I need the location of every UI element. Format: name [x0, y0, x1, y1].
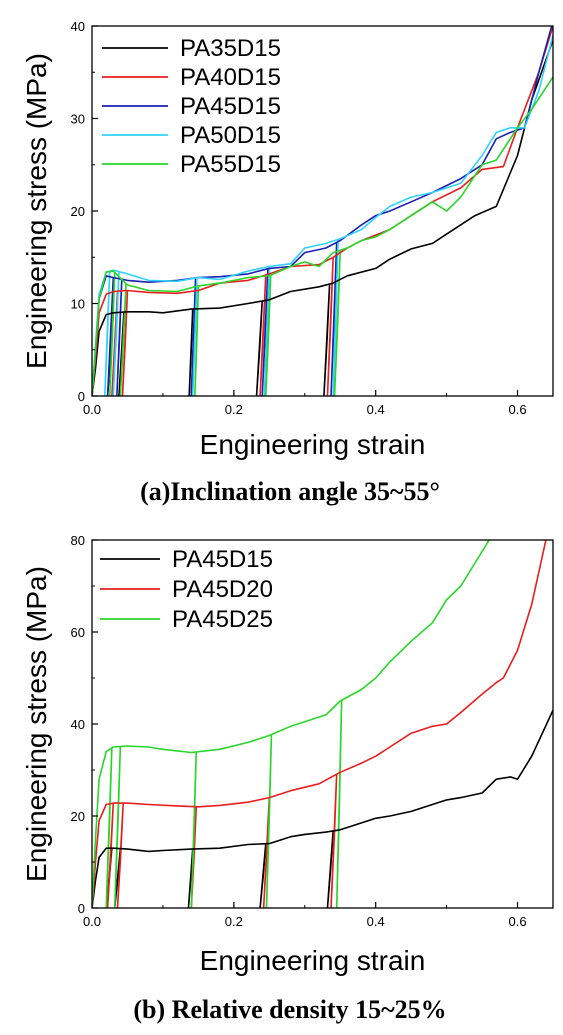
series-line-pa35d15	[92, 39, 553, 396]
unload-reload-pa45d25-3	[190, 751, 198, 908]
x-axis-title-b: Engineering strain	[200, 945, 426, 976]
x-tick-label-b-0: 0.0	[83, 914, 101, 929]
unload-reload-pa55d15-1	[108, 272, 116, 396]
unload-reload-pa55d15-4	[264, 275, 272, 396]
caption-a: (a)Inclination angle 35~55°	[140, 477, 440, 506]
y-axis-title-a: Engineering stress (MPa)	[21, 53, 52, 369]
unload-reload-pa45d15-4	[259, 843, 267, 908]
unload-reload-pa40d15-2	[121, 290, 129, 396]
unload-reload-pa35d15-5	[323, 284, 331, 396]
y-tick-label-b-0: 0	[78, 901, 85, 916]
y-axis-title-b: Engineering stress (MPa)	[21, 566, 52, 882]
unload-reload-pa45d25-2	[113, 746, 122, 908]
x-tick-label-b-1: 0.2	[225, 914, 243, 929]
unload-reload-pa50d15-2	[112, 271, 120, 396]
ticks-b: 0.0 0.2 0.4 0.6 0 20 40 60 80	[71, 533, 527, 929]
unload-reload-pa35d15-3	[188, 308, 194, 396]
y-tick-label-a-3: 30	[71, 112, 85, 127]
y-tick-label-a-1: 10	[71, 297, 85, 312]
y-tick-label-b-1: 20	[71, 809, 85, 824]
y-tick-label-b-3: 60	[71, 625, 85, 640]
legend-label-pa50d15: PA50D15	[180, 122, 281, 149]
unload-reload-pa45d20-1	[106, 803, 115, 908]
series-line-pa55d15	[92, 76, 553, 396]
y-tick-label-b-4: 80	[71, 533, 85, 548]
series-line-pa50d15	[92, 35, 553, 396]
legend-b: PA45D15 PA45D20 PA45D25	[100, 546, 273, 633]
unload-reload-pa45d25-5	[335, 700, 343, 908]
y-tick-label-a-0: 0	[78, 389, 85, 404]
unload-reload-pa45d20-4	[262, 797, 271, 908]
legend-label-pa45d20: PA45D20	[172, 576, 273, 603]
legend-label-pa45d15: PA45D15	[180, 93, 281, 120]
ticks-a: 0.0 0.2 0.4 0.6 0 10 20 30 40	[71, 19, 527, 417]
caption-b: (b) Relative density 15~25%	[133, 995, 446, 1024]
unload-reload-pa45d15-5	[326, 830, 334, 908]
unload-reload-pa40d15-5	[326, 257, 334, 396]
plot-area-b	[92, 540, 553, 908]
y-tick-label-a-2: 20	[71, 204, 85, 219]
x-axis-title-a: Engineering strain	[200, 429, 426, 460]
unload-reload-pa45d25-1	[105, 747, 113, 908]
legend-label-pa45d25: PA45D25	[172, 606, 273, 633]
legend-label-pa45d15: PA45D15	[172, 546, 273, 573]
unload-reload-pa35d15-4	[255, 300, 264, 396]
plot-area-a	[92, 26, 553, 396]
unload-reload-pa45d15-3	[190, 277, 197, 396]
legend-label-pa40d15: PA40D15	[180, 64, 281, 91]
y-tick-label-a-4: 40	[71, 19, 85, 34]
series-line-pa45d20	[92, 540, 547, 908]
x-tick-label-a-2: 0.4	[367, 402, 385, 417]
legend-label-pa35d15: PA35D15	[180, 35, 281, 62]
unload-reload-pa50d15-3	[191, 277, 198, 396]
unload-reload-pa50d15-5	[332, 239, 339, 396]
unload-reload-pa50d15-4	[263, 266, 271, 396]
plot-frame-b	[91, 539, 554, 909]
x-tick-label-b-3: 0.6	[508, 914, 526, 929]
unload-reload-pa55d15-5	[333, 250, 342, 396]
unload-reload-pa45d15-1	[106, 277, 115, 396]
y-tick-label-b-2: 40	[71, 717, 85, 732]
legend-label-pa55d15: PA55D15	[180, 151, 281, 178]
unload-reload-pa40d15-4	[259, 274, 267, 396]
unload-reload-pa45d15-3	[187, 849, 194, 908]
series-line-pa40d15	[92, 26, 553, 396]
x-tick-label-a-1: 0.2	[225, 402, 243, 417]
unload-reload-pa45d15-5	[330, 242, 338, 396]
panel-a: 0.0 0.2 0.4 0.6 0 10 20 30 40 PA35D15PA40D15PA45…	[21, 19, 554, 506]
unload-reload-pa45d15-2	[113, 848, 122, 908]
x-tick-label-a-3: 0.6	[508, 402, 526, 417]
unload-reload-pa45d25-4	[265, 734, 273, 908]
unload-reload-pa45d20-5	[330, 774, 338, 908]
unload-reload-pa55d15-3	[194, 285, 200, 396]
x-tick-label-b-2: 0.4	[367, 914, 385, 929]
series-line-pa45d25	[92, 540, 490, 908]
unload-reload-pa45d20-2	[116, 803, 125, 908]
series-line-pa45d15	[92, 709, 553, 908]
unload-reload-pa45d15-2	[116, 279, 123, 396]
x-tick-label-a-0: 0.0	[83, 402, 101, 417]
unload-reload-pa50d15-1	[103, 271, 111, 396]
